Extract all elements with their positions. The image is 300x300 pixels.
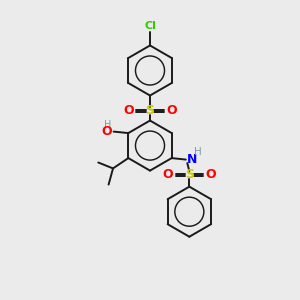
Text: N: N (186, 153, 197, 166)
Text: H: H (194, 147, 202, 157)
Text: O: O (102, 125, 112, 138)
Text: O: O (162, 168, 173, 182)
Text: H: H (104, 120, 112, 130)
Text: O: O (123, 104, 134, 117)
Text: S: S (185, 168, 194, 182)
Text: O: O (206, 168, 217, 182)
Text: S: S (146, 104, 154, 117)
Text: Cl: Cl (144, 21, 156, 31)
Text: O: O (167, 104, 177, 117)
